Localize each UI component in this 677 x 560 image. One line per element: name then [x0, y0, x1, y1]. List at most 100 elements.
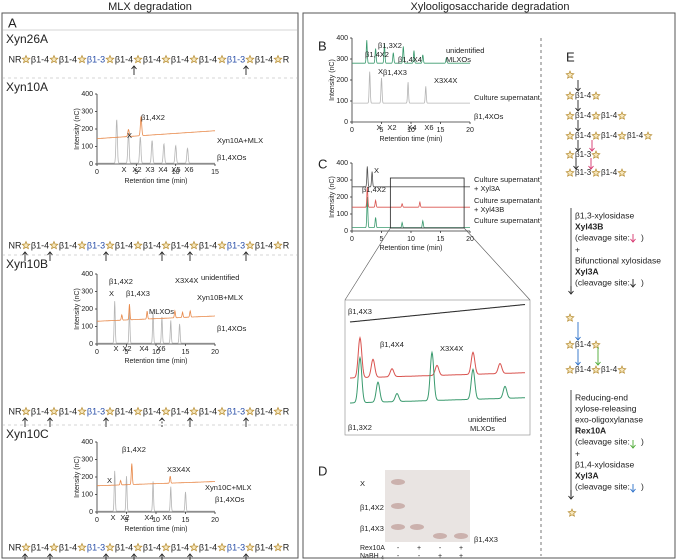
- linkage: β1-3: [227, 542, 245, 552]
- x-tick-label: 15: [437, 127, 445, 134]
- xylose-star: [217, 406, 227, 416]
- e-text: β1,4-xylosidase: [575, 459, 634, 469]
- arrow-head: [159, 553, 165, 558]
- peak-label: β1,4XOs: [215, 495, 245, 504]
- e-text: +: [575, 244, 580, 254]
- y-tick-label: 0: [344, 228, 348, 235]
- arrow-head: [47, 417, 53, 422]
- xylose-star: [617, 365, 627, 374]
- arrow-head: [159, 417, 165, 422]
- linkage: β1-4: [115, 240, 133, 250]
- xylose-star: [591, 340, 601, 349]
- x-tick-label: 5: [125, 517, 129, 524]
- linkage: β1-4: [575, 131, 592, 140]
- e-text: Reducing-end: [575, 392, 628, 402]
- peak-label: β1,4X2: [141, 113, 165, 122]
- xylose-star: [565, 150, 575, 159]
- panel-a-frame: [1, 12, 299, 559]
- y-tick-label: 400: [336, 35, 348, 42]
- xylose-star: [217, 542, 227, 552]
- arrow-head: [22, 251, 28, 256]
- linkage: β1-4: [199, 542, 217, 552]
- trace: [97, 119, 215, 164]
- enzyme-name: Xyn26A: [6, 32, 48, 46]
- linkage: β1-4: [575, 340, 592, 349]
- x-tick-label: 0: [95, 349, 99, 356]
- linkage: β1-3: [227, 240, 245, 250]
- peak-label: β1,4X2: [362, 185, 386, 194]
- linkage: β1-4: [59, 542, 77, 552]
- y-tick-label: 300: [336, 177, 348, 184]
- peak-label: X5: [171, 165, 180, 174]
- y-tick-label: 0: [89, 509, 93, 516]
- inset-trace: [349, 304, 526, 323]
- arrow-head: [595, 361, 601, 366]
- xylose-star: [49, 406, 59, 416]
- arrow-head: [630, 238, 636, 243]
- e-text: Xyl3A: [575, 266, 599, 276]
- panel-label: D: [318, 463, 327, 478]
- arrow-head: [575, 127, 581, 132]
- arrow-head: [159, 251, 165, 256]
- sign: +: [459, 545, 463, 552]
- peak-label: unidentified: [201, 273, 239, 282]
- linkage: β1-4: [31, 240, 49, 250]
- x-tick-label: 0: [350, 127, 354, 134]
- linkage: β1-4: [143, 542, 161, 552]
- zoom-link: [344, 227, 391, 301]
- peak-label: β1,4X2: [365, 50, 389, 59]
- xylose-star: [133, 406, 143, 416]
- peak-label: X4: [158, 165, 167, 174]
- x-tick-label: 0: [95, 517, 99, 524]
- linkage: β1-4: [255, 406, 273, 416]
- peak-label: Culture supernatant: [474, 196, 541, 205]
- xylose-star: [591, 365, 601, 374]
- xylose-star: [189, 54, 199, 64]
- enzyme-name: Xyn10C: [6, 427, 49, 441]
- linkage: β1-4: [171, 54, 189, 64]
- peak-label: X3X4X: [434, 76, 457, 85]
- arrow-head: [575, 361, 581, 366]
- peak-label: β1,3X2: [378, 41, 402, 50]
- zoom-link: [463, 227, 531, 301]
- e-text: (cleavage site:: [575, 481, 630, 491]
- y-tick-label: 0: [344, 119, 348, 126]
- arrow-head: [630, 444, 636, 449]
- arrow-head: [243, 417, 249, 422]
- trace: [352, 196, 470, 228]
- xylose-star: [21, 542, 31, 552]
- y-tick-label: 400: [81, 271, 93, 278]
- linkage: β1-3: [227, 54, 245, 64]
- x-axis-label: Retention time (min): [124, 358, 187, 365]
- e-text: Rex10A: [575, 425, 606, 435]
- linkage: β1-3: [87, 54, 105, 64]
- xylose-star: [591, 131, 601, 140]
- xylose-star: [105, 406, 115, 416]
- linkage: β1-3: [575, 150, 592, 159]
- xylose-star: [49, 542, 59, 552]
- inset-frame: [344, 299, 531, 436]
- e-text: (cleavage site:: [575, 436, 630, 446]
- arrow-head: [103, 417, 109, 422]
- y-tick-label: 100: [336, 211, 348, 218]
- linkage: R: [283, 542, 290, 552]
- linkage: R: [283, 406, 290, 416]
- x-tick-label: 10: [407, 127, 415, 134]
- arrow-head: [243, 553, 249, 558]
- peak-label: β1,4X2: [109, 277, 133, 286]
- y-tick-label: 100: [81, 323, 93, 330]
- arrow-head: [575, 107, 581, 112]
- y-tick-label: 300: [81, 456, 93, 463]
- arrow-head: [630, 283, 636, 288]
- e-text: Bifunctional xylosidase: [575, 255, 661, 265]
- linkage: NR: [9, 54, 22, 64]
- x-tick-label: 0: [95, 169, 99, 176]
- y-tick-label: 200: [336, 194, 348, 201]
- x-tick-label: 15: [211, 169, 219, 176]
- trace: [352, 186, 470, 208]
- linkage: β1-3: [87, 406, 105, 416]
- linkage: β1-4: [601, 168, 618, 177]
- right-frame: [302, 12, 676, 559]
- sign: -: [397, 545, 400, 552]
- enzyme-name: Xyn10B: [6, 257, 48, 271]
